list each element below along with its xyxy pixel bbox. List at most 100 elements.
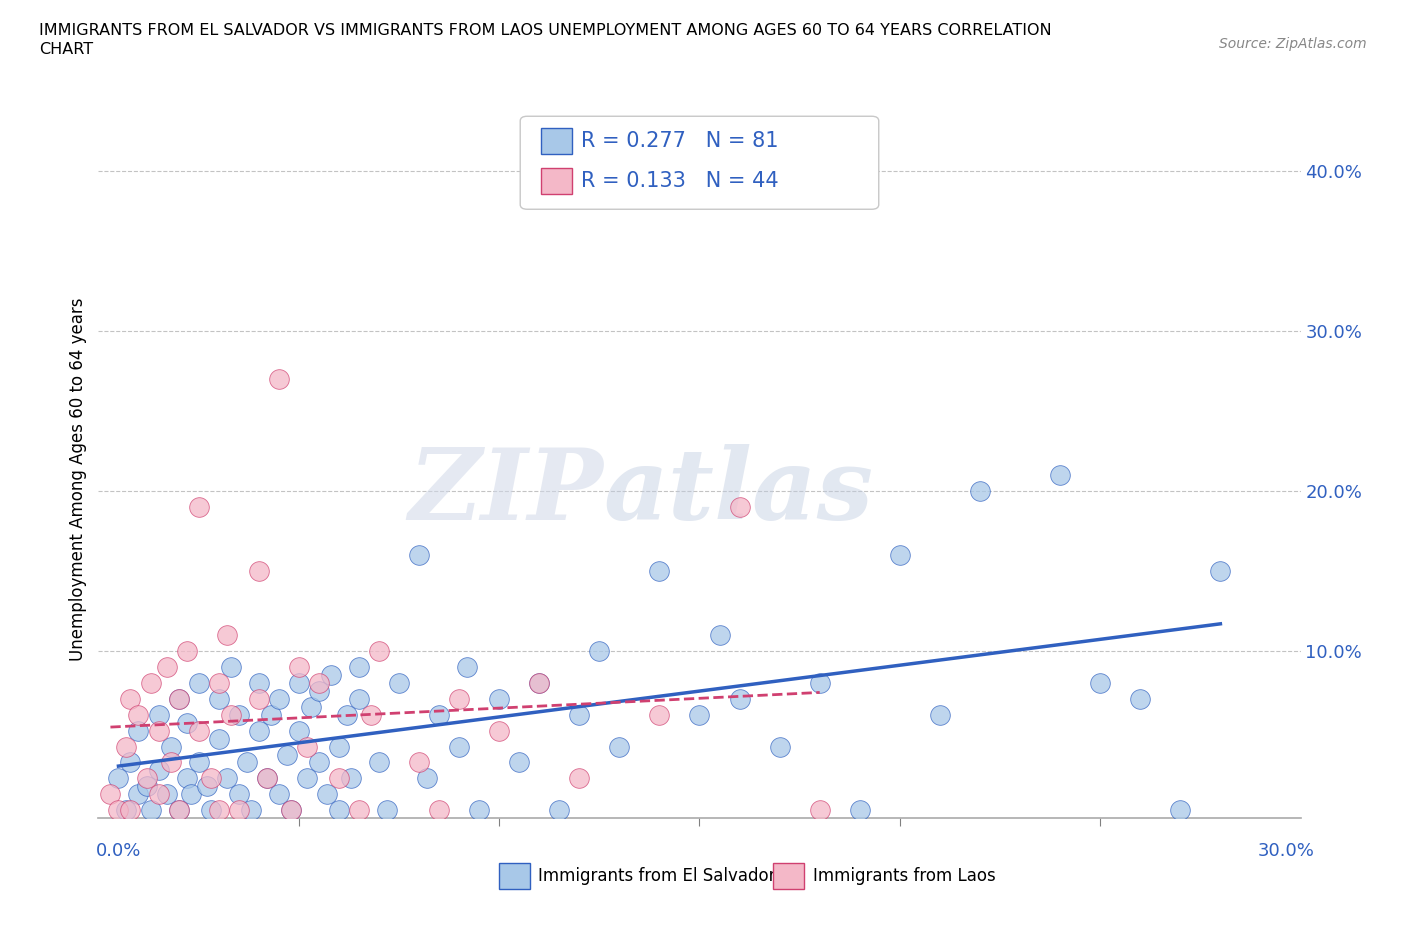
Point xyxy=(135,771,157,786)
Point xyxy=(135,779,157,794)
Point xyxy=(120,755,142,770)
Point xyxy=(139,675,162,690)
Point xyxy=(288,659,311,674)
Point xyxy=(368,644,391,658)
Point xyxy=(195,779,218,794)
Point xyxy=(219,659,242,674)
Point xyxy=(176,715,198,730)
Point xyxy=(447,739,470,754)
Point xyxy=(228,803,250,817)
Text: Source: ZipAtlas.com: Source: ZipAtlas.com xyxy=(1219,37,1367,51)
Point xyxy=(267,372,290,387)
Point xyxy=(360,707,382,722)
Point xyxy=(468,803,491,817)
Point xyxy=(548,803,571,817)
Point xyxy=(128,707,150,722)
Point xyxy=(247,564,270,578)
Point xyxy=(688,707,710,722)
Text: ZIP: ZIP xyxy=(408,445,603,540)
Point xyxy=(256,771,278,786)
Point xyxy=(247,724,270,738)
Point xyxy=(295,739,318,754)
Text: Immigrants from El Salvador: Immigrants from El Salvador xyxy=(538,867,776,885)
Point xyxy=(408,755,430,770)
Point xyxy=(208,803,231,817)
Point xyxy=(568,707,591,722)
Point xyxy=(1209,564,1232,578)
Point xyxy=(155,787,177,802)
Point xyxy=(308,684,330,698)
Point xyxy=(340,771,363,786)
Text: CHART: CHART xyxy=(39,42,93,57)
Point xyxy=(456,659,478,674)
Point xyxy=(247,691,270,706)
Text: R = 0.133   N = 44: R = 0.133 N = 44 xyxy=(581,171,779,192)
Point xyxy=(648,564,671,578)
Point xyxy=(280,803,302,817)
Point xyxy=(167,803,190,817)
Point xyxy=(107,771,129,786)
Text: 30.0%: 30.0% xyxy=(1258,842,1315,860)
Point xyxy=(159,739,181,754)
Point xyxy=(187,755,209,770)
Point xyxy=(588,644,610,658)
Point xyxy=(709,627,731,642)
Text: 0.0%: 0.0% xyxy=(96,842,141,860)
Point xyxy=(148,724,170,738)
Point xyxy=(208,691,231,706)
Point xyxy=(295,771,318,786)
Point xyxy=(200,771,222,786)
Point xyxy=(319,667,342,682)
Point xyxy=(299,699,322,714)
Point xyxy=(408,548,430,563)
Point xyxy=(447,691,470,706)
Point xyxy=(276,747,298,762)
Point xyxy=(328,771,350,786)
Point xyxy=(328,739,350,754)
Point xyxy=(929,707,952,722)
Point xyxy=(247,675,270,690)
Point xyxy=(315,787,337,802)
Text: Immigrants from Laos: Immigrants from Laos xyxy=(813,867,995,885)
Point xyxy=(529,675,551,690)
Point xyxy=(388,675,411,690)
Point xyxy=(288,724,311,738)
Point xyxy=(167,691,190,706)
Point xyxy=(288,675,311,690)
Point xyxy=(235,755,257,770)
Point xyxy=(308,675,330,690)
Point xyxy=(120,803,142,817)
Point xyxy=(267,691,290,706)
Point xyxy=(849,803,872,817)
Point xyxy=(148,707,170,722)
Point xyxy=(187,675,209,690)
Point xyxy=(239,803,262,817)
Point xyxy=(267,787,290,802)
Text: atlas: atlas xyxy=(603,445,873,540)
Point xyxy=(200,803,222,817)
Point xyxy=(336,707,359,722)
Point xyxy=(280,803,302,817)
Point xyxy=(768,739,790,754)
Point xyxy=(648,707,671,722)
Point xyxy=(568,771,591,786)
Point xyxy=(260,707,283,722)
Point xyxy=(1049,468,1071,483)
Point xyxy=(427,803,450,817)
Point xyxy=(215,771,238,786)
Point xyxy=(808,803,831,817)
Point xyxy=(180,787,202,802)
Point xyxy=(208,675,231,690)
Point xyxy=(488,724,510,738)
Point xyxy=(167,803,190,817)
Point xyxy=(167,691,190,706)
Point xyxy=(256,771,278,786)
Point xyxy=(347,691,370,706)
Point xyxy=(155,659,177,674)
Point xyxy=(508,755,530,770)
Point xyxy=(159,755,181,770)
Point xyxy=(219,707,242,722)
Text: R = 0.277   N = 81: R = 0.277 N = 81 xyxy=(581,131,778,152)
Text: IMMIGRANTS FROM EL SALVADOR VS IMMIGRANTS FROM LAOS UNEMPLOYMENT AMONG AGES 60 T: IMMIGRANTS FROM EL SALVADOR VS IMMIGRANT… xyxy=(39,23,1052,38)
Point xyxy=(1129,691,1152,706)
